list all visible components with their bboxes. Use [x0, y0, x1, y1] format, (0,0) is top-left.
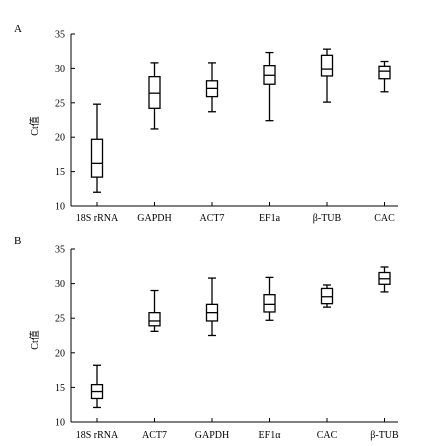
panel-b-label: B — [14, 235, 21, 247]
category-label: 18S rRNA — [76, 213, 119, 224]
y-tick-label: 10 — [55, 418, 65, 429]
panel-a-plot: 10 15 20 25 30 35 18S rRNA GAPDH ACT7 EF1a β-TUB CA… — [55, 30, 398, 224]
panel-a-label: A — [14, 23, 22, 35]
category-label: EF1a — [259, 213, 281, 224]
y-tick-label: 10 — [55, 202, 65, 213]
panel-b: B Ct值 10 15 20 25 30 35 18S rRNA ACT7 GAPDH EF1α C… — [14, 235, 399, 441]
panel-a: A Ct值 10 15 20 25 30 35 18S rRNA GAPDH ACT7 EF1a β… — [14, 23, 398, 224]
category-label: ACT7 — [200, 213, 225, 224]
box-iqr — [90, 138, 104, 178]
y-tick-label: 30 — [55, 279, 65, 290]
y-tick-label: 15 — [55, 383, 65, 394]
box-iqr — [263, 294, 276, 313]
panel-b-plot: 10 15 20 25 30 35 18S rRNA ACT7 GAPDH EF1α CAC β-TU… — [55, 245, 399, 442]
category-label: GAPDH — [137, 213, 171, 224]
y-tick-label: 35 — [55, 30, 65, 41]
panel-b-ylabel: Ct值 — [28, 330, 41, 349]
panel-a-ylabel: Ct值 — [28, 116, 41, 135]
category-label: CAC — [374, 213, 395, 224]
category-label: CAC — [317, 430, 338, 441]
y-tick-label: 20 — [55, 133, 65, 144]
box-iqr — [378, 65, 391, 80]
box-iqr — [148, 76, 161, 109]
y-tick-label: 15 — [55, 167, 65, 178]
y-tick-label: 20 — [55, 348, 65, 359]
category-label: ACT7 — [142, 430, 167, 441]
category-label: GAPDH — [195, 430, 229, 441]
y-tick-label: 30 — [55, 64, 65, 75]
box-iqr — [320, 287, 334, 305]
y-tick-label: 25 — [55, 314, 65, 325]
y-tick-label: 35 — [55, 245, 65, 256]
box-iqr — [320, 54, 334, 77]
box-iqr — [148, 312, 161, 327]
category-label: EF1α — [259, 430, 282, 441]
category-label: β-TUB — [313, 213, 342, 224]
category-label: 18S rRNA — [76, 430, 119, 441]
y-tick-label: 25 — [55, 98, 65, 109]
category-label: β-TUB — [370, 430, 399, 441]
